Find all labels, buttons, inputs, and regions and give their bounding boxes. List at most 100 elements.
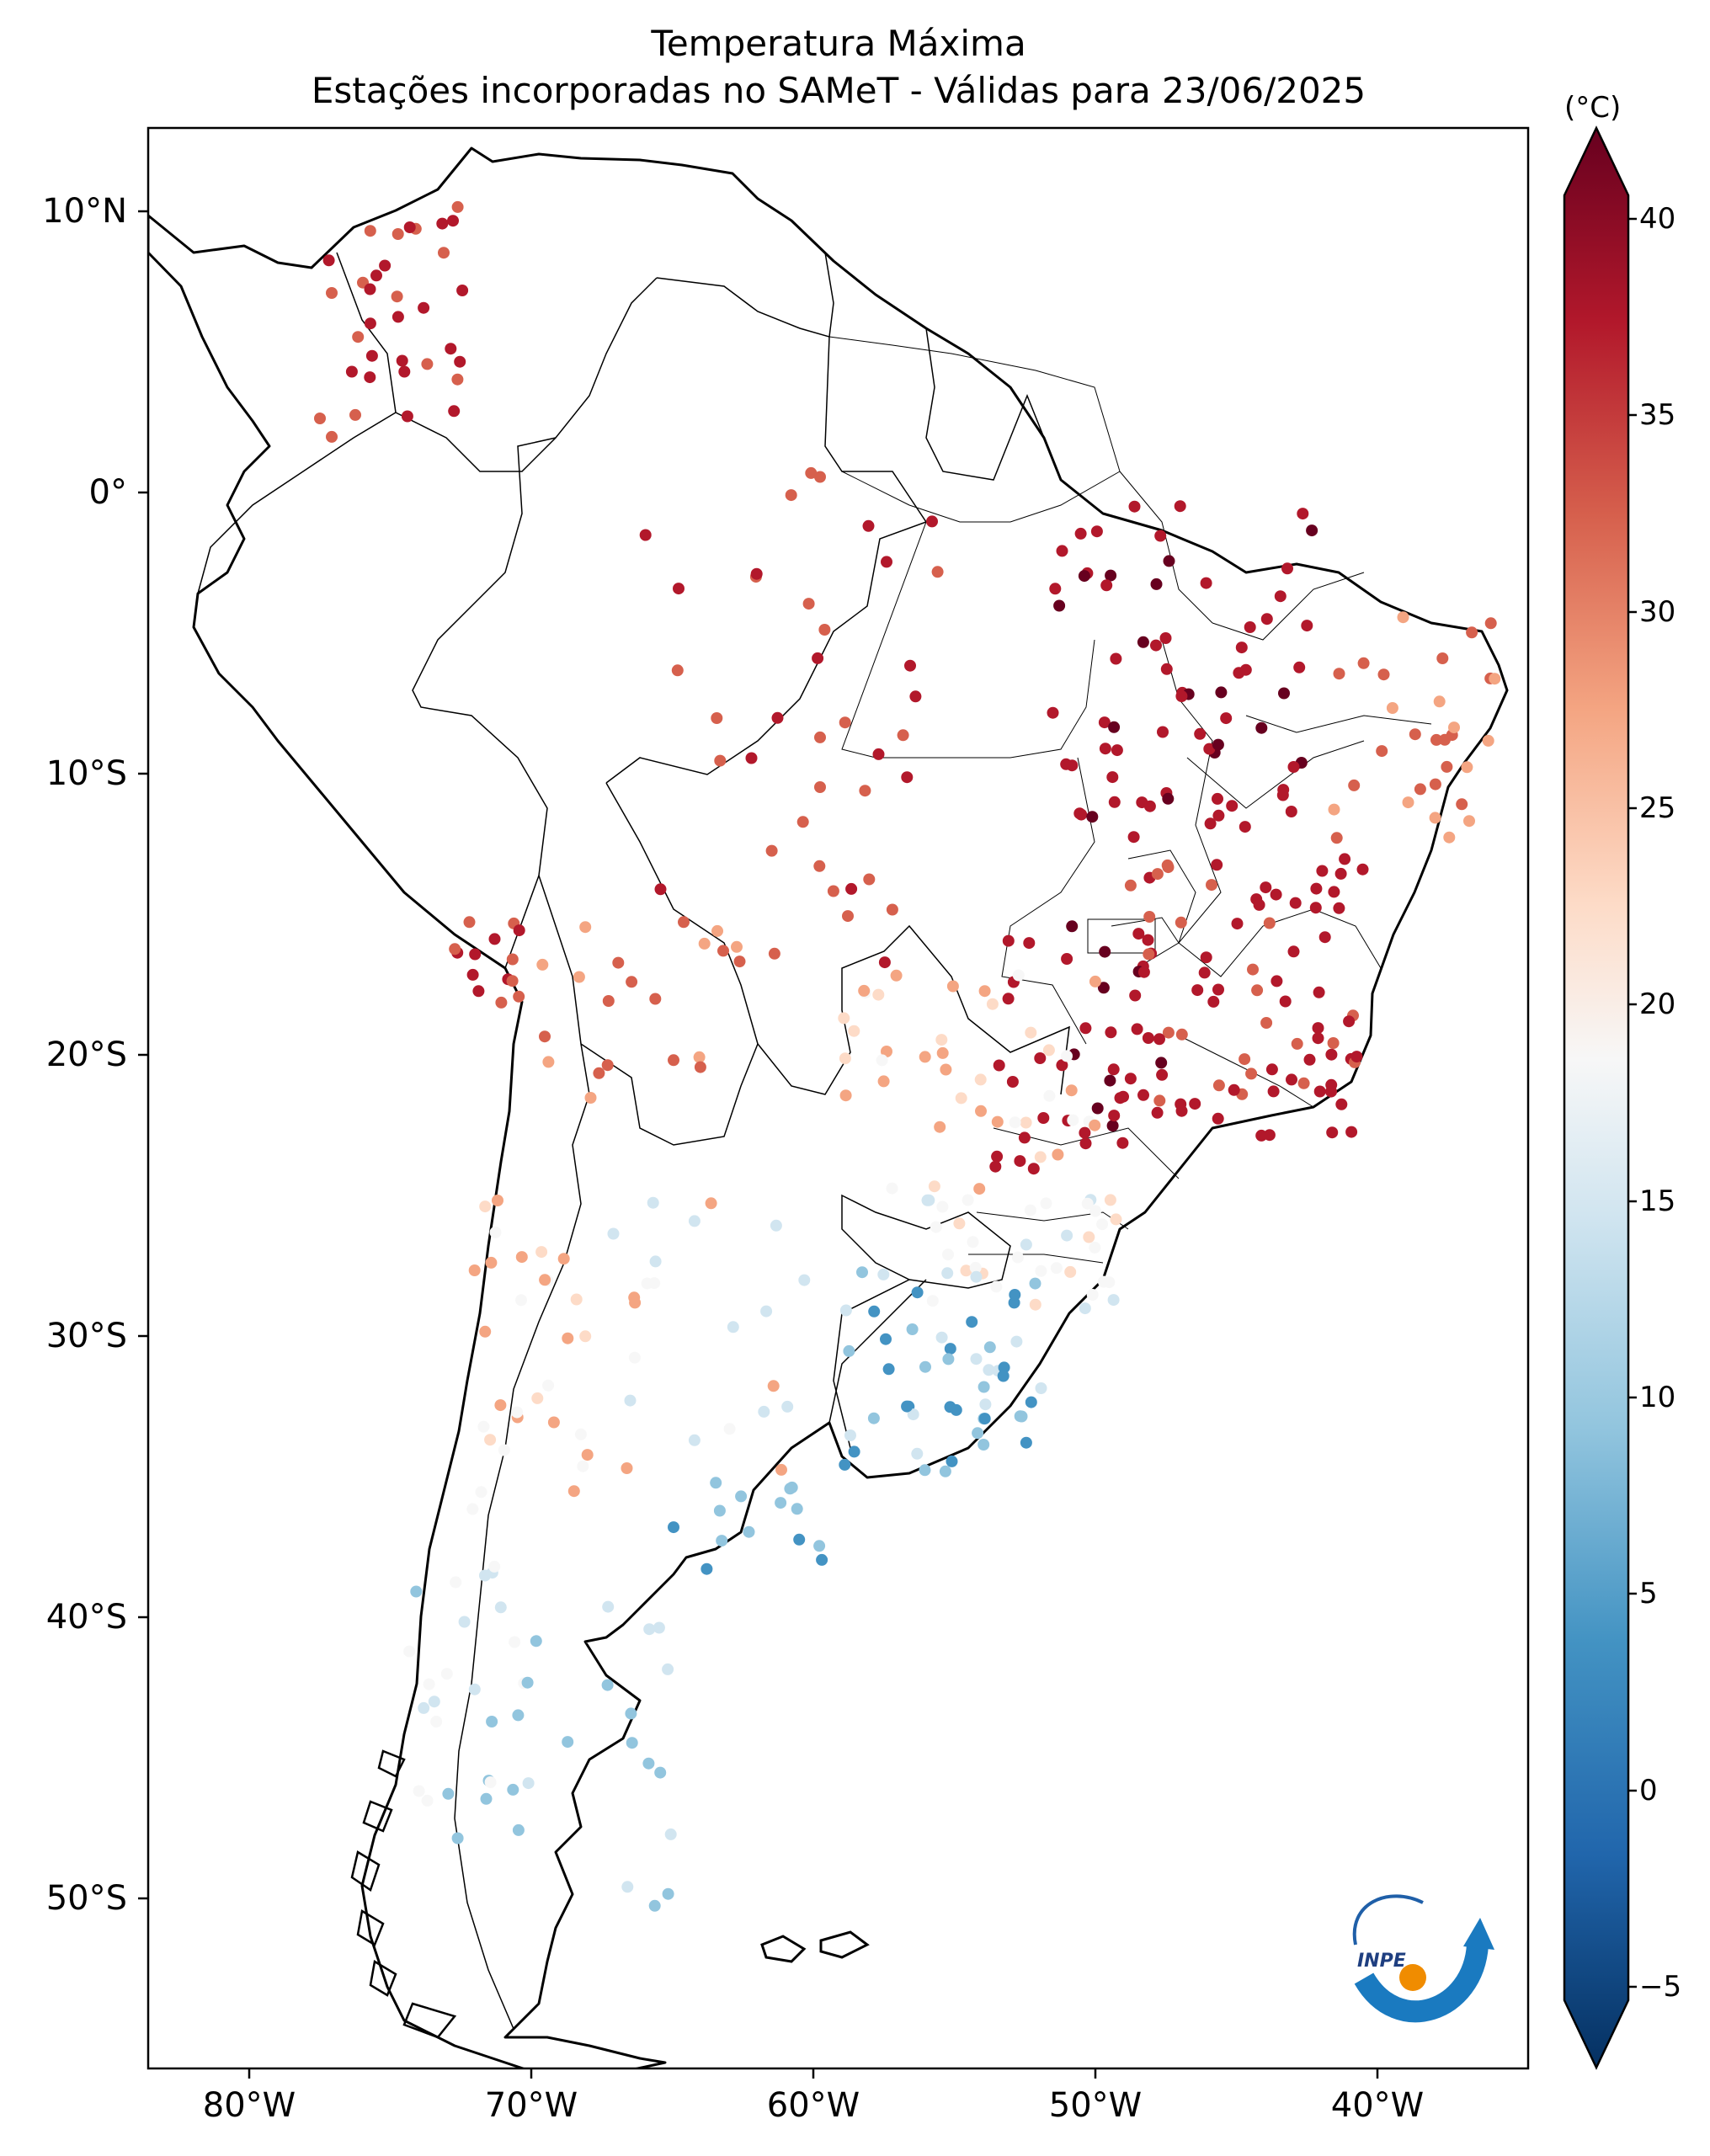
station-dot: [904, 659, 916, 672]
station-dot: [935, 1034, 948, 1046]
lat-ticks: [138, 210, 148, 1900]
station-dot: [1064, 1265, 1077, 1278]
station-dot: [1006, 1076, 1019, 1088]
station-dot: [1194, 727, 1207, 740]
station-dot: [1215, 686, 1228, 699]
station-dot: [993, 1059, 1005, 1072]
station-dot: [1081, 1197, 1094, 1210]
station-dot: [814, 731, 826, 743]
station-dot: [413, 1785, 425, 1797]
station-dot: [515, 1294, 527, 1307]
station-dot: [919, 1051, 931, 1063]
colorbar-tick-20: 20: [1639, 988, 1676, 1021]
station-dot: [1260, 881, 1272, 894]
station-dot: [440, 1668, 453, 1680]
station-dot: [624, 1394, 637, 1407]
station-dot: [602, 1600, 615, 1613]
station-dot: [775, 1497, 787, 1509]
station-dot: [1244, 621, 1256, 633]
station-dot: [978, 1413, 991, 1425]
station-dot: [1285, 806, 1297, 817]
station-dot: [688, 1434, 701, 1446]
station-dot: [970, 1353, 983, 1365]
station-dot: [485, 1256, 498, 1269]
station-dot: [1233, 667, 1245, 679]
station-dot: [1040, 1197, 1052, 1210]
station-dot: [479, 1325, 492, 1338]
station-dot: [1235, 641, 1248, 654]
station-dot: [1157, 726, 1169, 738]
station-dot: [1348, 779, 1361, 791]
station-dot: [745, 752, 758, 764]
station-dot: [796, 816, 809, 828]
station-dot: [1108, 721, 1121, 733]
station-dot: [562, 1332, 574, 1344]
station-dot: [410, 1585, 423, 1598]
station-dot: [442, 1787, 455, 1800]
station-dot: [512, 1709, 525, 1722]
station-dot: [1099, 743, 1111, 755]
station-dot: [468, 1683, 481, 1696]
station-dot: [449, 943, 461, 956]
station-dot: [1287, 761, 1300, 773]
station-dot: [1106, 771, 1119, 784]
station-dot: [1212, 809, 1225, 822]
country-borders: [197, 220, 1070, 2030]
station-dot: [577, 1460, 589, 1472]
station-dot: [456, 285, 469, 296]
station-dot: [955, 1092, 967, 1105]
station-dot: [1150, 639, 1162, 652]
station-dot: [1090, 525, 1103, 538]
station-dot: [1309, 902, 1322, 914]
station-dot: [942, 1248, 954, 1261]
station-dot: [542, 1379, 555, 1392]
station-dot: [1012, 969, 1025, 982]
station-dot: [731, 940, 743, 953]
station-dot: [539, 1274, 551, 1286]
station-dot: [967, 1236, 979, 1248]
station-dot: [1043, 1089, 1056, 1102]
station-dot: [531, 1392, 544, 1404]
station-dot: [890, 969, 903, 982]
station-dot: [911, 1286, 924, 1299]
station-dot: [848, 1025, 860, 1037]
map-subtitle: Estações incorporadas no SAMeT - Válidas…: [311, 70, 1366, 111]
station-dot: [557, 1253, 570, 1265]
station-dot: [641, 1277, 653, 1290]
station-dot: [1310, 882, 1323, 895]
station-dot: [398, 365, 411, 378]
station-dot: [486, 1716, 498, 1727]
station-dot: [1255, 721, 1268, 734]
station-dot: [1056, 545, 1068, 557]
station-dot: [934, 1121, 946, 1133]
station-dot: [1034, 1052, 1047, 1064]
state-borders: [828, 336, 1432, 1264]
station-dot: [1174, 500, 1186, 513]
station-dot: [1239, 821, 1251, 833]
station-dot: [662, 1887, 674, 1900]
station-dot: [1066, 920, 1079, 933]
station-dot: [1386, 702, 1398, 714]
station-dot: [1325, 1048, 1338, 1061]
station-dot: [1191, 984, 1204, 997]
station-dot: [567, 1485, 580, 1498]
falkland-islands: [760, 1930, 870, 1963]
station-dot: [839, 1052, 851, 1065]
station-dot: [770, 1219, 782, 1232]
station-dot: [396, 354, 408, 367]
station-dot: [839, 716, 851, 729]
station-dot: [451, 1832, 464, 1845]
station-dot: [1020, 1436, 1032, 1449]
station-dot: [647, 1196, 659, 1209]
station-dot: [1278, 687, 1290, 700]
station-dot: [926, 515, 938, 528]
station-dot: [979, 1398, 992, 1411]
station-dot: [392, 228, 404, 240]
station-dot: [1330, 832, 1343, 844]
station-dot: [842, 910, 854, 923]
station-dot: [1316, 865, 1329, 877]
station-dot: [814, 471, 826, 483]
station-dot: [1333, 668, 1345, 680]
station-dot: [1220, 712, 1233, 725]
station-dot: [923, 1194, 935, 1206]
